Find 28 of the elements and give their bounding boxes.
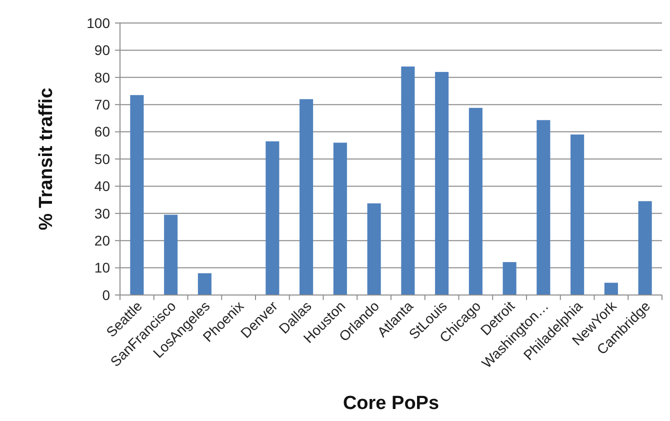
y-tick-label: 70 <box>94 96 110 112</box>
bar <box>198 273 212 295</box>
bar <box>367 203 381 295</box>
bar <box>333 142 347 295</box>
y-tick-label: 20 <box>94 232 110 248</box>
bar <box>468 108 482 295</box>
y-tick-label: 30 <box>94 205 110 222</box>
y-tick-label: 10 <box>94 260 110 276</box>
bar <box>266 141 280 295</box>
bar <box>604 282 618 295</box>
y-tick-label: 90 <box>94 42 110 58</box>
bar <box>435 72 449 295</box>
bar <box>300 99 314 295</box>
y-tick-label: 0 <box>102 286 110 303</box>
y-tick-label: 80 <box>94 69 110 86</box>
x-axis-title: Core PoPs <box>342 393 440 414</box>
bar <box>570 134 584 295</box>
bar <box>502 262 516 295</box>
y-tick-label: 50 <box>94 150 110 167</box>
bar <box>638 201 652 295</box>
bar <box>130 95 144 295</box>
y-tick-label: 40 <box>94 178 110 194</box>
y-tick-label: 100 <box>86 14 110 31</box>
bar <box>536 120 550 295</box>
y-tick-label: 60 <box>94 124 110 140</box>
y-axis-title: % Transit traffic <box>36 87 57 230</box>
bar <box>164 214 178 295</box>
bar <box>401 66 415 295</box>
